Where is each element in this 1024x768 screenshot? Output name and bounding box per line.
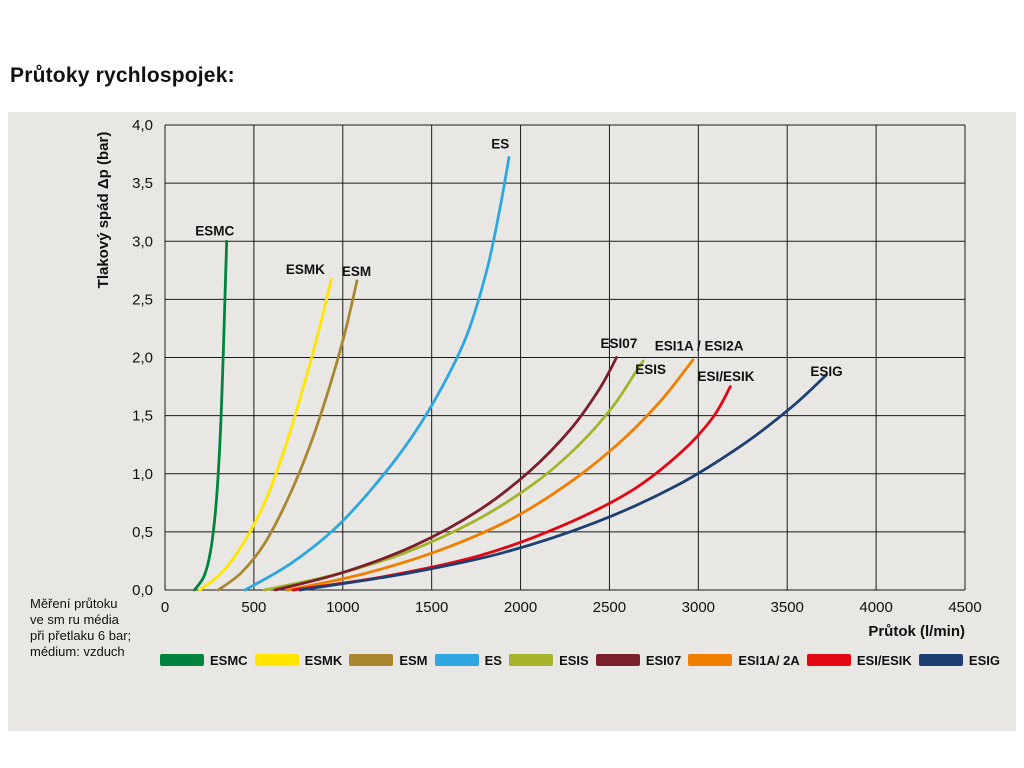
- curve-ESM: [216, 279, 359, 592]
- legend-item: ESMC: [160, 653, 248, 668]
- y-tick-label: 3,0: [132, 233, 153, 250]
- page-title: Průtoky rychlospojek:: [10, 64, 235, 87]
- x-tick-label: 1500: [415, 599, 448, 616]
- series-label-ESMC: ESMC: [195, 223, 234, 238]
- series-label-ESI-ESIK: ESI/ESIK: [697, 369, 754, 384]
- x-tick-label: 4500: [948, 599, 981, 616]
- legend-label: ESMK: [304, 652, 343, 668]
- y-axis-title: Tlakový spád Δp (bar): [95, 132, 112, 289]
- series-label-ES: ES: [491, 136, 509, 151]
- curve-ESIG: [298, 373, 828, 592]
- flow-chart: 0 500 1000 1500 2000 2500 3000 3500 4000 4500 0,0 0…: [95, 117, 982, 640]
- chart-panel: 0 500 1000 1500 2000 2500 3000 3500 4000 4500 0,0 0…: [8, 112, 1016, 731]
- note-line: při přetlaku 6 bar;: [30, 628, 132, 643]
- y-tick-label: 2,0: [132, 350, 153, 367]
- note-line: ve sm ru média: [30, 612, 119, 627]
- series-label-ESI07: ESI07: [601, 336, 638, 351]
- y-tick-label: 1,5: [132, 408, 153, 425]
- x-axis-title: Průtok (l/min): [868, 623, 965, 640]
- legend-label: ESMC: [210, 652, 248, 668]
- legend-label: ES: [484, 652, 502, 668]
- curve-ESMC: [192, 239, 229, 592]
- y-tick-label: 4,0: [132, 117, 153, 134]
- legend-item: ESI07: [595, 652, 682, 668]
- y-tick-label: 3,5: [132, 175, 153, 192]
- series-label-ESI1A-ESI2A: ESI1A / ESI2A: [655, 339, 744, 354]
- legend-label: ESI/ESIK: [856, 652, 912, 668]
- legend-item: ESIS: [509, 653, 589, 668]
- y-tick-label: 0,5: [132, 524, 153, 541]
- legend-swatch: [918, 654, 963, 666]
- legend-label: ESIG: [968, 652, 1000, 668]
- measurement-note: Měření průtoku ve sm ru média při přetlaku…: [30, 596, 165, 660]
- x-tick-label: 1000: [326, 599, 359, 616]
- legend-item: ESM: [349, 652, 428, 668]
- legend-item: ESI1A/ 2A: [688, 652, 800, 668]
- curve-ESI07: [273, 356, 618, 592]
- x-tick-label: 0: [161, 599, 169, 616]
- note-line: Měření průtoku: [30, 596, 118, 611]
- x-tick-label: 4000: [859, 599, 892, 616]
- y-tick-label: 0,0: [132, 582, 153, 599]
- series-label-ESMK: ESMK: [286, 262, 325, 277]
- legend-label: ESM: [399, 652, 428, 668]
- x-tick-label: 500: [241, 599, 266, 616]
- legend-swatch: [509, 654, 554, 666]
- curve-ESI1A-ESI2A: [286, 358, 695, 592]
- legend-swatch: [434, 654, 479, 666]
- series-label-ESM: ESM: [342, 264, 371, 279]
- x-tick-label: 2000: [504, 599, 537, 616]
- legend: ESMC ESMK ESM ES ESIS ESI07 ESI1A/ 2A ESI/ESIK E…: [160, 651, 1000, 669]
- x-tick-label: 3500: [771, 599, 804, 616]
- series-label-ESIS: ESIS: [635, 362, 666, 377]
- x-tick-label: 3000: [682, 599, 715, 616]
- legend-swatch: [349, 654, 394, 666]
- curve-ES: [243, 156, 511, 592]
- legend-label: ESI1A/ 2A: [738, 652, 800, 668]
- legend-label: ESI07: [645, 652, 682, 668]
- legend-swatch: [595, 654, 640, 666]
- legend-swatch: [688, 654, 733, 666]
- x-tick-label: 2500: [593, 599, 626, 616]
- note-line: médium: vzduch: [30, 644, 125, 659]
- series-label-ESIG: ESIG: [810, 364, 842, 379]
- legend-item: ESI/ESIK: [806, 652, 912, 668]
- curve-ESIS: [263, 359, 645, 592]
- legend-item: ESMK: [254, 652, 343, 668]
- curve-ESMK: [198, 278, 333, 592]
- y-tick-label: 2,5: [132, 291, 153, 308]
- legend-label: ESIS: [559, 652, 589, 668]
- legend-swatch: [806, 654, 851, 666]
- y-tick-label: 1,0: [132, 466, 153, 483]
- legend-item: ES: [434, 652, 502, 668]
- legend-swatch: [160, 654, 204, 666]
- curve-ESI-ESIK: [291, 385, 732, 592]
- legend-item: ESIG: [918, 652, 1000, 668]
- legend-swatch: [254, 654, 299, 666]
